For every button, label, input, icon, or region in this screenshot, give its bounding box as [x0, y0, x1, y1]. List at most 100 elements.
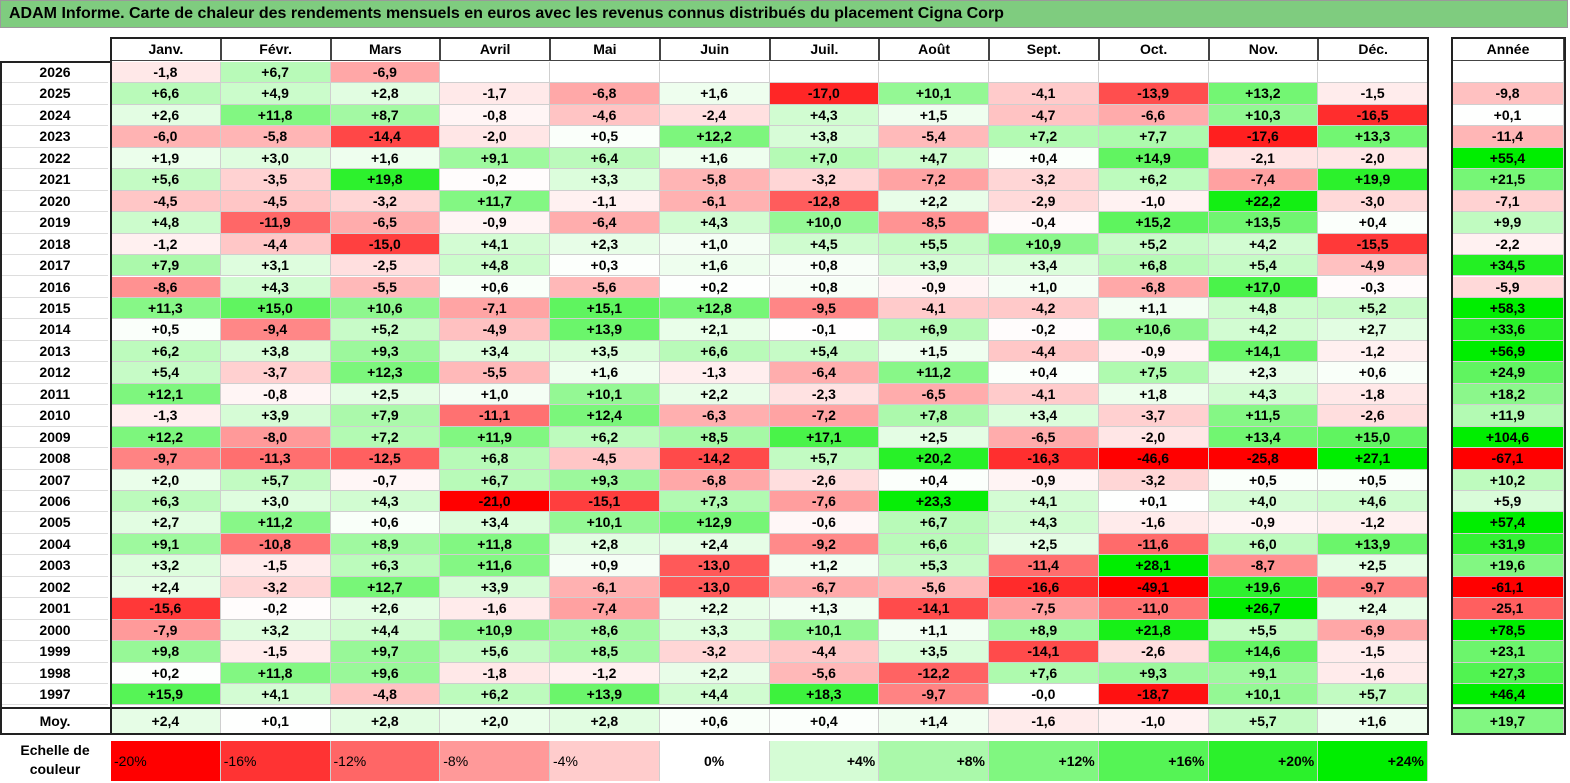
row-label-2018: 2018 — [2, 234, 108, 256]
heatmap-cell: +2,8 — [550, 533, 660, 556]
heatmap-cell: -6,9 — [330, 62, 441, 84]
heatmap-cell: -0,2 — [220, 598, 331, 620]
heatmap-cell: -0,9 — [440, 212, 550, 234]
heatmap-cell: +5,4 — [111, 362, 221, 384]
heatmap-cell: -4,2 — [989, 297, 1099, 320]
heatmap-cell: +5,5 — [879, 233, 989, 256]
heatmap-cell: +3,4 — [989, 255, 1099, 277]
heatmap-cell: +5,6 — [111, 169, 221, 191]
heatmap-cell: +4,4 — [659, 684, 770, 706]
year-total-cell: +10,2 — [1452, 469, 1564, 491]
heatmap-cell: +3,2 — [220, 619, 331, 642]
heatmap-cell: +4,5 — [769, 233, 880, 256]
heatmap-cell: +3,3 — [659, 619, 770, 642]
heatmap-cell: -11,4 — [989, 555, 1099, 577]
heatmap-cell: -7,2 — [879, 169, 989, 191]
heatmap-cell: -4,4 — [220, 233, 331, 256]
heatmap-cell: +10,9 — [440, 619, 550, 642]
heatmap-cell: +3,0 — [220, 147, 331, 170]
row-label-2006: 2006 — [2, 491, 108, 513]
scale-step: -20% — [111, 741, 221, 781]
month-header-janv: Janv. — [111, 37, 221, 61]
heatmap-cell: -1,8 — [111, 62, 221, 84]
heatmap-cell: +19,9 — [1318, 169, 1428, 191]
heatmap-cell: -0,8 — [220, 383, 331, 406]
heatmap-cell: -11,9 — [220, 212, 331, 234]
heatmap-cell: -15,1 — [550, 491, 660, 513]
heatmap-cell: -1,6 — [1098, 512, 1209, 534]
year-total-cell: +58,3 — [1452, 297, 1564, 320]
heatmap-cell: +0,3 — [550, 255, 660, 277]
year-total-cell: +57,4 — [1452, 512, 1564, 534]
heatmap-cell: -7,4 — [550, 598, 660, 620]
heatmap-cell: -0,6 — [769, 512, 880, 534]
heatmap-cell: -1,5 — [1318, 83, 1428, 105]
heatmap-cell: -3,7 — [1098, 405, 1209, 427]
year-total-cell: -25,1 — [1452, 598, 1564, 620]
heatmap-cell: -5,6 — [879, 576, 989, 599]
heatmap-cell: +10,6 — [330, 297, 441, 320]
year-total-cell: +19,7 — [1452, 708, 1564, 734]
heatmap-cell: +0,5 — [550, 126, 660, 148]
heatmap-cell: +1,5 — [879, 104, 989, 127]
heatmap-cell: +15,0 — [220, 297, 331, 320]
heatmap-cell: +3,4 — [440, 340, 550, 363]
heatmap-cell: -2,6 — [1318, 405, 1428, 427]
heatmap-cell: -13,9 — [1098, 83, 1209, 105]
year-total-cell: +24,9 — [1452, 362, 1564, 384]
heatmap-cell: +12,9 — [659, 512, 770, 534]
year-total-cell — [1452, 62, 1564, 84]
heatmap-cell: -4,5 — [111, 190, 221, 213]
heatmap-cell: -1,2 — [550, 662, 660, 685]
heatmap-cell: +4,1 — [220, 684, 331, 706]
row-label-2021: 2021 — [2, 169, 108, 191]
heatmap-cell: +2,2 — [659, 662, 770, 685]
scale-step: +20% — [1208, 741, 1319, 781]
heatmap-cell: +3,4 — [989, 405, 1099, 427]
heatmap-cell: +9,7 — [330, 641, 441, 663]
heatmap-cell: +6,7 — [879, 512, 989, 534]
year-total-cell: +11,9 — [1452, 405, 1564, 427]
heatmap-cell: +4,2 — [1208, 233, 1319, 256]
heatmap-cell: -7,6 — [769, 491, 880, 513]
heatmap-cell: +6,6 — [879, 533, 989, 556]
heatmap-cell: +6,4 — [550, 147, 660, 170]
heatmap-cell: -12,8 — [769, 190, 880, 213]
heatmap-cell: -1,2 — [1318, 512, 1428, 534]
heatmap-cell: +0,1 — [220, 708, 331, 734]
heatmap-cell: +26,7 — [1208, 598, 1319, 620]
heatmap-cell: -11,1 — [440, 405, 550, 427]
scale-step: +16% — [1098, 741, 1209, 781]
heatmap-cell: +0,4 — [879, 469, 989, 491]
heatmap-cell: +4,1 — [440, 233, 550, 256]
heatmap-cell: +1,4 — [879, 708, 989, 734]
heatmap-cell: +2,2 — [659, 598, 770, 620]
heatmap-cell: -0,9 — [879, 276, 989, 298]
heatmap-cell: +19,6 — [1208, 576, 1319, 599]
heatmap-cell: +23,3 — [879, 491, 989, 513]
heatmap-cell: +3,8 — [769, 126, 880, 148]
heatmap-cell: -5,4 — [879, 126, 989, 148]
row-label-2011: 2011 — [2, 384, 108, 406]
heatmap-cell: -6,4 — [550, 212, 660, 234]
heatmap-cell: +6,6 — [659, 340, 770, 363]
heatmap-cell: +4,3 — [1208, 383, 1319, 406]
heatmap-cell: +2,5 — [879, 426, 989, 449]
heatmap-cell: +3,4 — [440, 512, 550, 534]
heatmap-cell: +4,6 — [1318, 491, 1428, 513]
row-label-1999: 1999 — [2, 641, 108, 663]
heatmap-cell: -2,6 — [769, 469, 880, 491]
heatmap-cell: +12,4 — [550, 405, 660, 427]
heatmap-cell: -0,3 — [1318, 276, 1428, 298]
heatmap-cell: +5,5 — [1208, 619, 1319, 642]
heatmap-cell: +9,1 — [440, 147, 550, 170]
heatmap-cell: -3,5 — [220, 169, 331, 191]
heatmap-cell: +0,6 — [659, 708, 770, 734]
heatmap-cell: +1,0 — [989, 276, 1099, 298]
heatmap-cell: +13,4 — [1208, 426, 1319, 449]
month-header-juil: Juil. — [769, 37, 880, 61]
heatmap-cell: -0,9 — [1098, 340, 1209, 363]
row-label-2023: 2023 — [2, 126, 108, 148]
heatmap-cell: -4,7 — [989, 104, 1099, 127]
heatmap-cell: -0,9 — [1208, 512, 1319, 534]
